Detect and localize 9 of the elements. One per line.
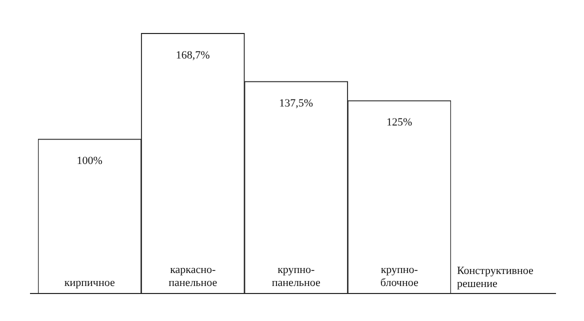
x-axis-title: Конструктивное решение <box>457 264 534 290</box>
data-label: 125% <box>386 116 412 129</box>
x-tick-label: каркасно-панельное <box>168 264 218 289</box>
data-label: 168,7% <box>176 49 210 62</box>
data-label: 137,5% <box>279 97 314 110</box>
data-label: 100% <box>76 155 102 167</box>
x-tick-label: кирпичное <box>64 276 115 289</box>
x-tick-label: крупно-панельное <box>272 264 320 289</box>
x-tick-label: крупно-блочное <box>380 264 418 289</box>
